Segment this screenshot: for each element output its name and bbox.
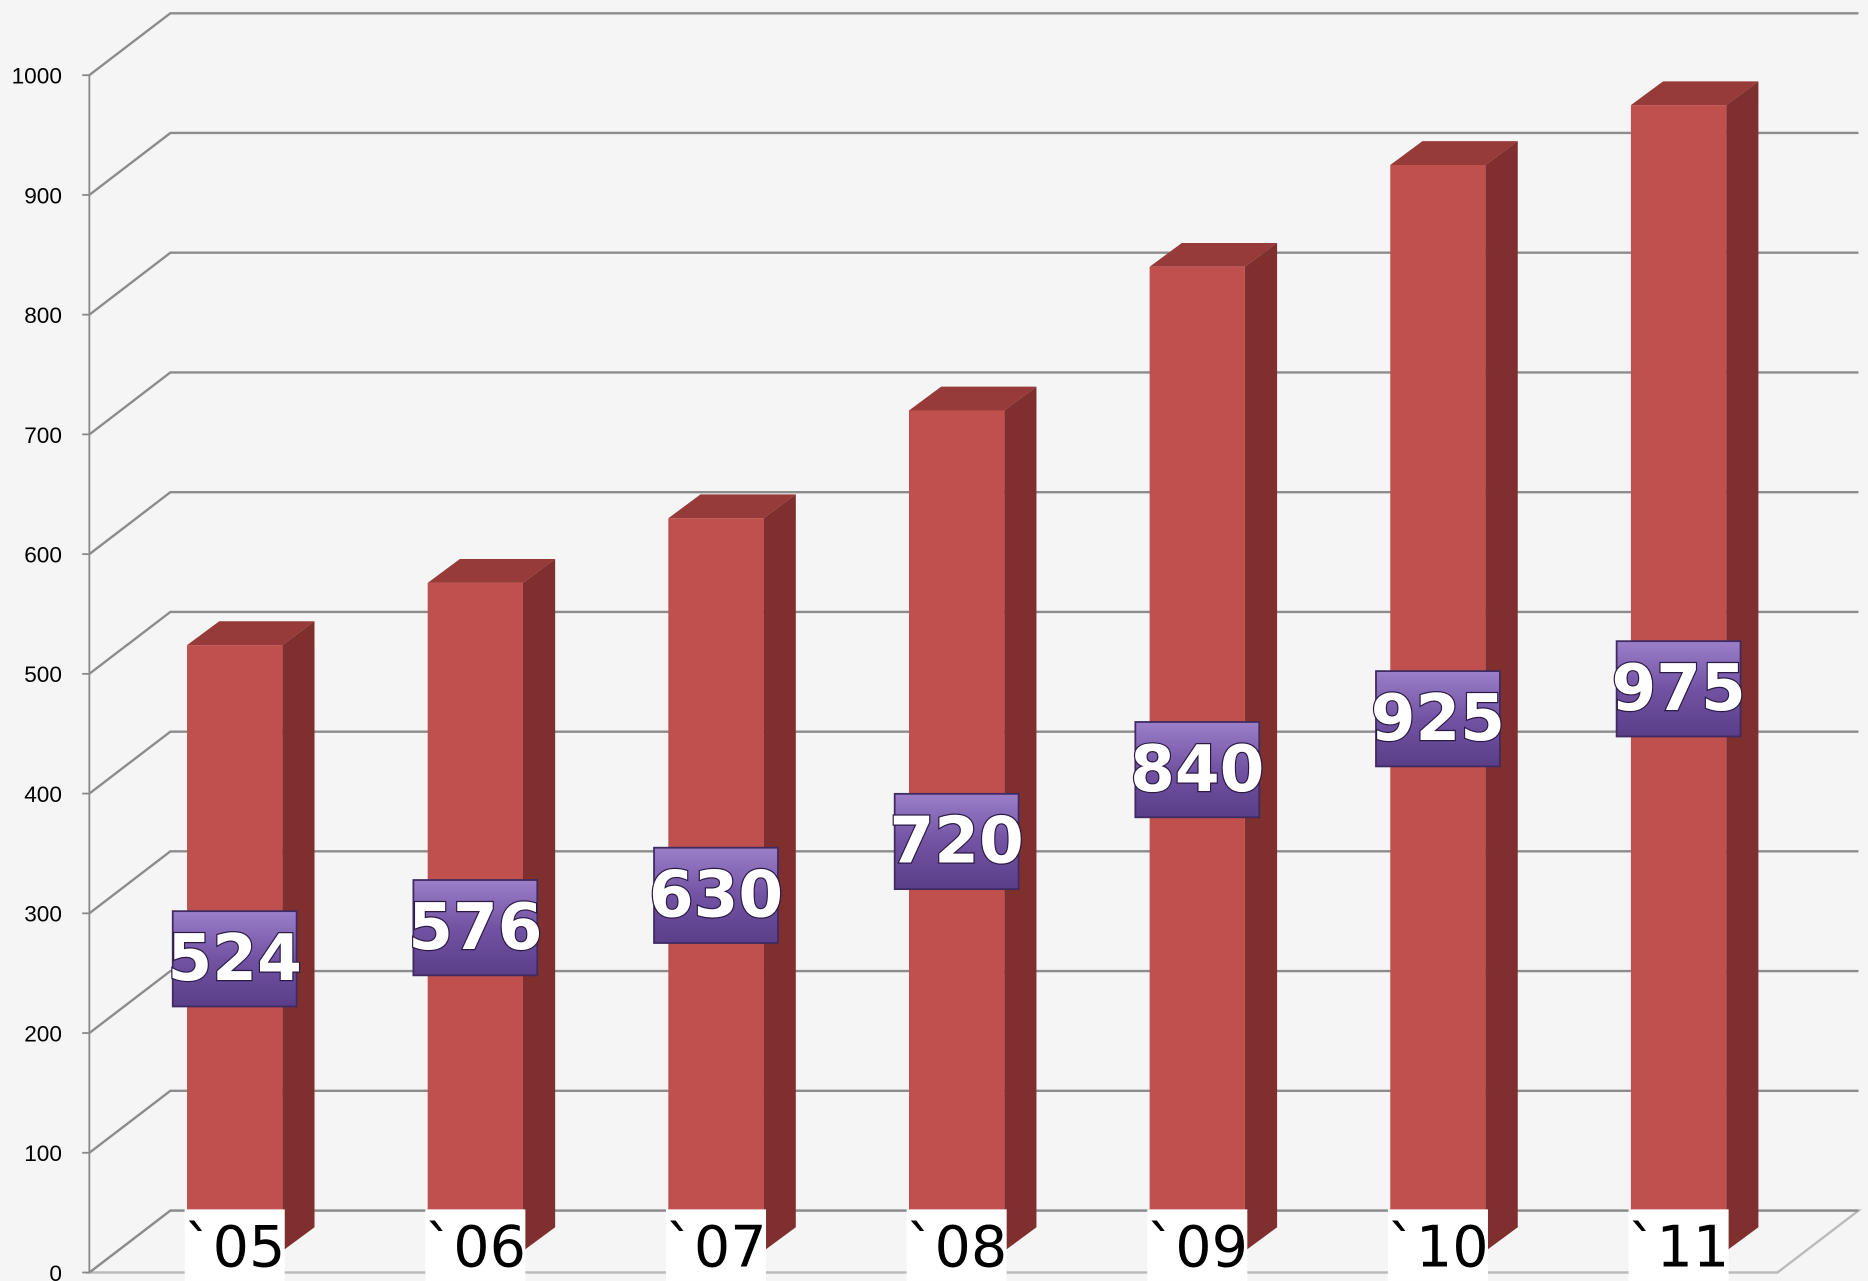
x-tick-label: `05 xyxy=(184,1215,285,1281)
value-label: 840 xyxy=(1130,732,1264,807)
y-tick-label: 700 xyxy=(24,423,62,448)
y-tick-label: 900 xyxy=(24,183,62,208)
y-tick-label: 0 xyxy=(49,1261,62,1281)
value-label: 925 xyxy=(1371,681,1505,756)
y-tick-label: 400 xyxy=(24,782,62,807)
y-tick-label: 200 xyxy=(24,1021,62,1046)
value-label: 576 xyxy=(408,890,542,965)
y-tick-label: 100 xyxy=(24,1141,62,1166)
y-tick-label: 800 xyxy=(24,303,62,328)
y-tick-label: 1000 xyxy=(12,64,62,89)
x-tick-label: `09 xyxy=(1147,1215,1248,1281)
x-tick-label: `08 xyxy=(906,1215,1007,1281)
y-tick-label: 300 xyxy=(24,902,62,927)
value-label: 630 xyxy=(649,858,783,933)
y-tick-label: 600 xyxy=(24,542,62,567)
x-tick-label: `11 xyxy=(1628,1215,1729,1281)
chart: 0 100 200 300 400 500 600 700 800 900 1000 524 `05 57… xyxy=(0,0,1868,1281)
x-tick-label: `07 xyxy=(665,1215,766,1281)
y-tick-label: 500 xyxy=(24,662,62,687)
page: {"chart_data": {"type": "bar3d", "catego… xyxy=(0,0,1868,1281)
value-label: 975 xyxy=(1611,651,1745,726)
x-tick-label: `10 xyxy=(1387,1215,1488,1281)
x-tick-label: `06 xyxy=(425,1215,526,1281)
value-label: 720 xyxy=(889,804,1023,879)
value-label: 524 xyxy=(168,921,302,996)
